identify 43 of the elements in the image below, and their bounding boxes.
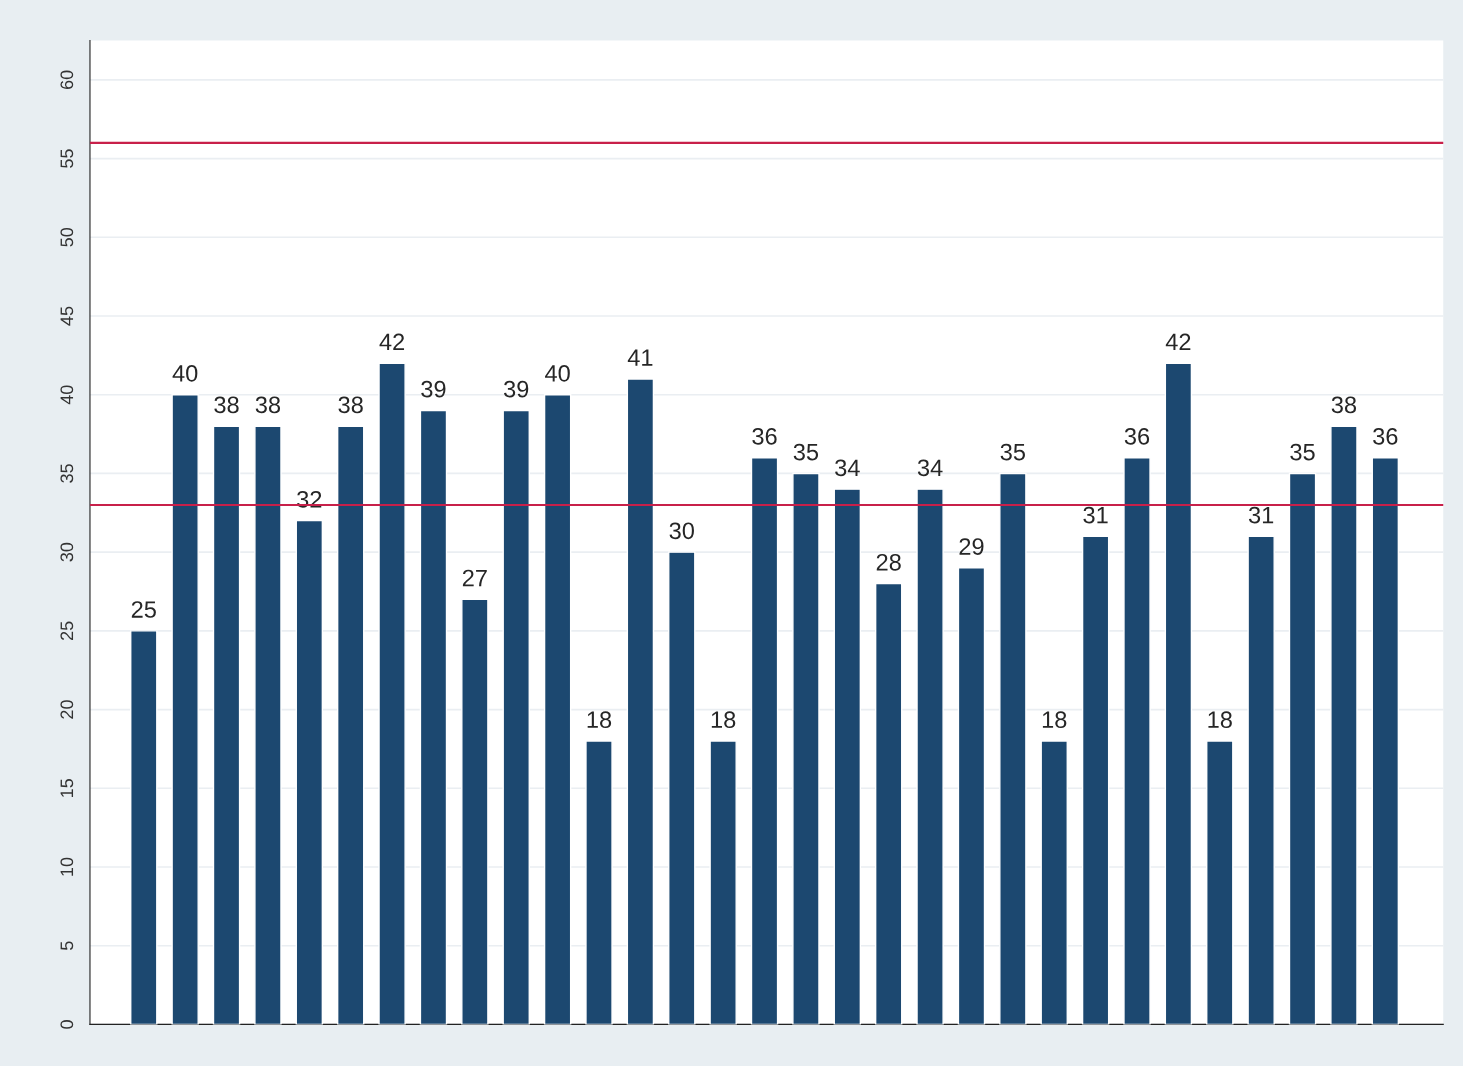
data-label: 34 (835, 459, 860, 477)
y-tick-label: 35 (60, 464, 74, 483)
data-label: 39 (504, 380, 529, 398)
data-label: 31 (1083, 506, 1108, 524)
y-tick-label: 0 (60, 1020, 74, 1029)
data-label: 25 (131, 601, 156, 618)
data-label: 39 (421, 380, 446, 398)
data-label: 18 (1042, 711, 1067, 729)
data-label: 41 (627, 349, 653, 366)
data-label: 40 (172, 365, 198, 382)
data-label: 38 (1331, 396, 1357, 414)
data-label: 38 (338, 396, 363, 414)
y-tick-label: 30 (60, 542, 74, 562)
data-label: 27 (462, 569, 487, 587)
data-label: 36 (752, 427, 777, 445)
data-label: 35 (1290, 443, 1315, 461)
data-label: 38 (214, 396, 239, 414)
data-label: 18 (711, 711, 736, 729)
y-tick-label: 5 (60, 941, 74, 951)
data-label: 40 (545, 365, 570, 382)
data-label: 42 (1165, 333, 1191, 350)
y-tick-label: 55 (60, 149, 74, 168)
data-label: 35 (793, 443, 819, 461)
data-label: 29 (959, 538, 984, 555)
y-tick-label: 50 (60, 227, 74, 247)
y-tick-label: 10 (60, 857, 74, 876)
data-label: 30 (669, 522, 694, 540)
y-tick-label: 40 (60, 385, 74, 405)
y-tick-label: 60 (60, 70, 74, 89)
data-label: 42 (379, 333, 405, 350)
y-tick-label: 45 (60, 306, 74, 326)
data-label: 18 (587, 711, 612, 729)
data-label: 35 (1000, 443, 1025, 461)
data-label: 38 (255, 396, 281, 414)
y-tick-label: 20 (60, 700, 74, 719)
data-label: 18 (1208, 711, 1232, 729)
data-label: 28 (876, 553, 901, 571)
data-label: 36 (1124, 427, 1150, 445)
data-label: 34 (917, 459, 943, 477)
y-tick-label: 15 (60, 779, 74, 797)
data-label: 36 (1373, 427, 1398, 445)
data-label: 31 (1248, 506, 1274, 524)
y-tick-label: 25 (60, 621, 74, 640)
